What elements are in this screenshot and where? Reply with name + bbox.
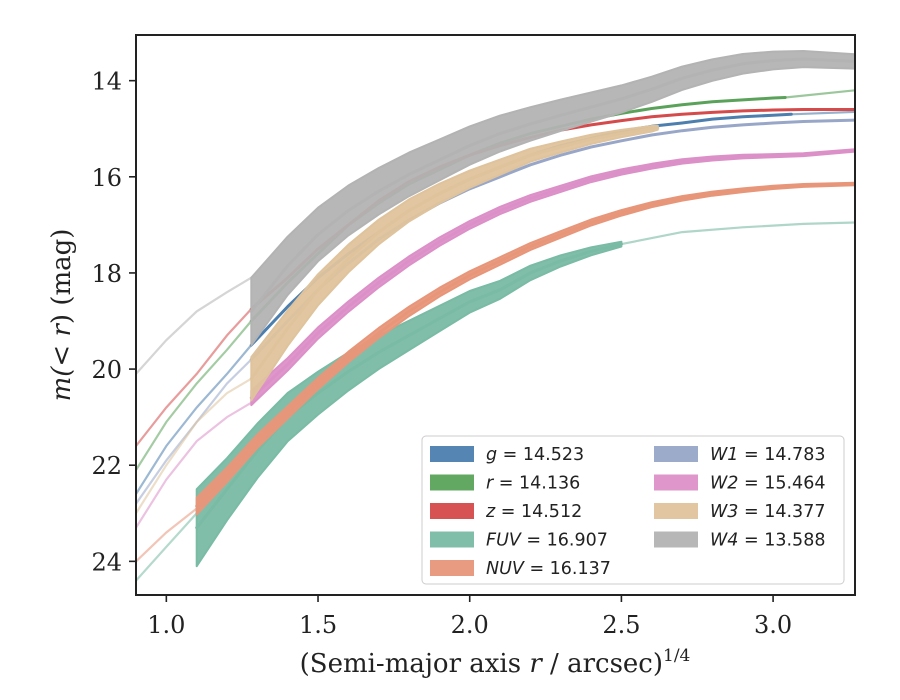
series-g-extrapolated — [136, 343, 253, 496]
legend-swatch-w1 — [654, 446, 698, 462]
series-z-extrapolated — [136, 307, 253, 448]
legend-label-r: r = 14.136 — [486, 474, 580, 494]
legend-swatch-r — [430, 474, 474, 491]
legend-label-w3: W3 = 14.377 — [710, 502, 825, 522]
series-w2-band — [250, 148, 855, 407]
series-w3-line — [249, 126, 660, 381]
x-tick-label: 1.0 — [147, 611, 185, 639]
series-nuv-line — [195, 182, 855, 508]
legend-swatch-nuv — [430, 560, 474, 576]
series-w4-line — [249, 57, 855, 313]
y-tick-label: 20 — [91, 356, 122, 384]
legend-label-z: z = 14.512 — [485, 502, 582, 522]
legend-label-fuv: FUV = 16.907 — [486, 531, 608, 551]
legend-swatch-z — [430, 503, 474, 519]
curves-group — [136, 50, 855, 582]
legend: g = 14.523 r = 14.136 z = 14.512 FUV = 16.9… — [421, 435, 845, 585]
series-nuv-extrapolated — [136, 507, 198, 563]
legend-label-w2: W2 = 15.464 — [710, 474, 825, 494]
legend-swatch-w3 — [654, 503, 698, 519]
legend-swatch-w4 — [654, 531, 698, 548]
series-fuv-tail — [620, 221, 855, 246]
series-w2-extrapolated — [136, 401, 253, 529]
series-r-extrapolated — [136, 319, 253, 472]
y-axis-label: m(< r) (mag) — [47, 229, 77, 402]
series-r-tail — [784, 89, 855, 99]
y-tick-label: 18 — [91, 260, 122, 288]
y-tick-label: 14 — [91, 68, 122, 96]
x-tick-label: 2.0 — [451, 611, 489, 639]
x-axis-ticks: 1.0 1.5 2.0 2.5 3.0 — [147, 595, 792, 639]
x-tick-label: 2.5 — [602, 611, 640, 639]
series-fuv-extrapolated — [136, 512, 198, 582]
legend-label-w4: W4 = 13.588 — [710, 531, 825, 551]
series-w3-extrapolated — [136, 377, 253, 515]
series-g-tail — [790, 110, 855, 116]
legend-swatch-w2 — [654, 474, 698, 491]
y-tick-label: 24 — [91, 548, 122, 576]
legend-swatch-fuv — [430, 531, 474, 548]
legend-label-g: g = 14.523 — [486, 445, 584, 465]
series-fuv-line — [195, 242, 623, 530]
y-axis-ticks: 14 16 18 20 22 24 — [91, 68, 136, 576]
series-w4-band — [250, 50, 855, 346]
series-w3-band — [250, 124, 659, 402]
series-w2-line — [249, 148, 855, 400]
legend-box — [421, 435, 845, 585]
x-tick-label: 1.5 — [299, 611, 337, 639]
plot-frame — [135, 34, 856, 596]
legend-label-w1: W1 = 14.783 — [710, 445, 825, 465]
x-axis-label: (Semi-major axis r / arcsec)1/4 — [300, 646, 691, 679]
x-tick-label: 3.0 — [754, 611, 792, 639]
series-w4-extrapolated — [136, 276, 253, 375]
y-tick-label: 22 — [91, 452, 122, 480]
legend-swatch-g — [430, 446, 474, 462]
y-tick-label: 16 — [91, 164, 122, 192]
legend-label-nuv: NUV = 16.137 — [486, 559, 611, 579]
